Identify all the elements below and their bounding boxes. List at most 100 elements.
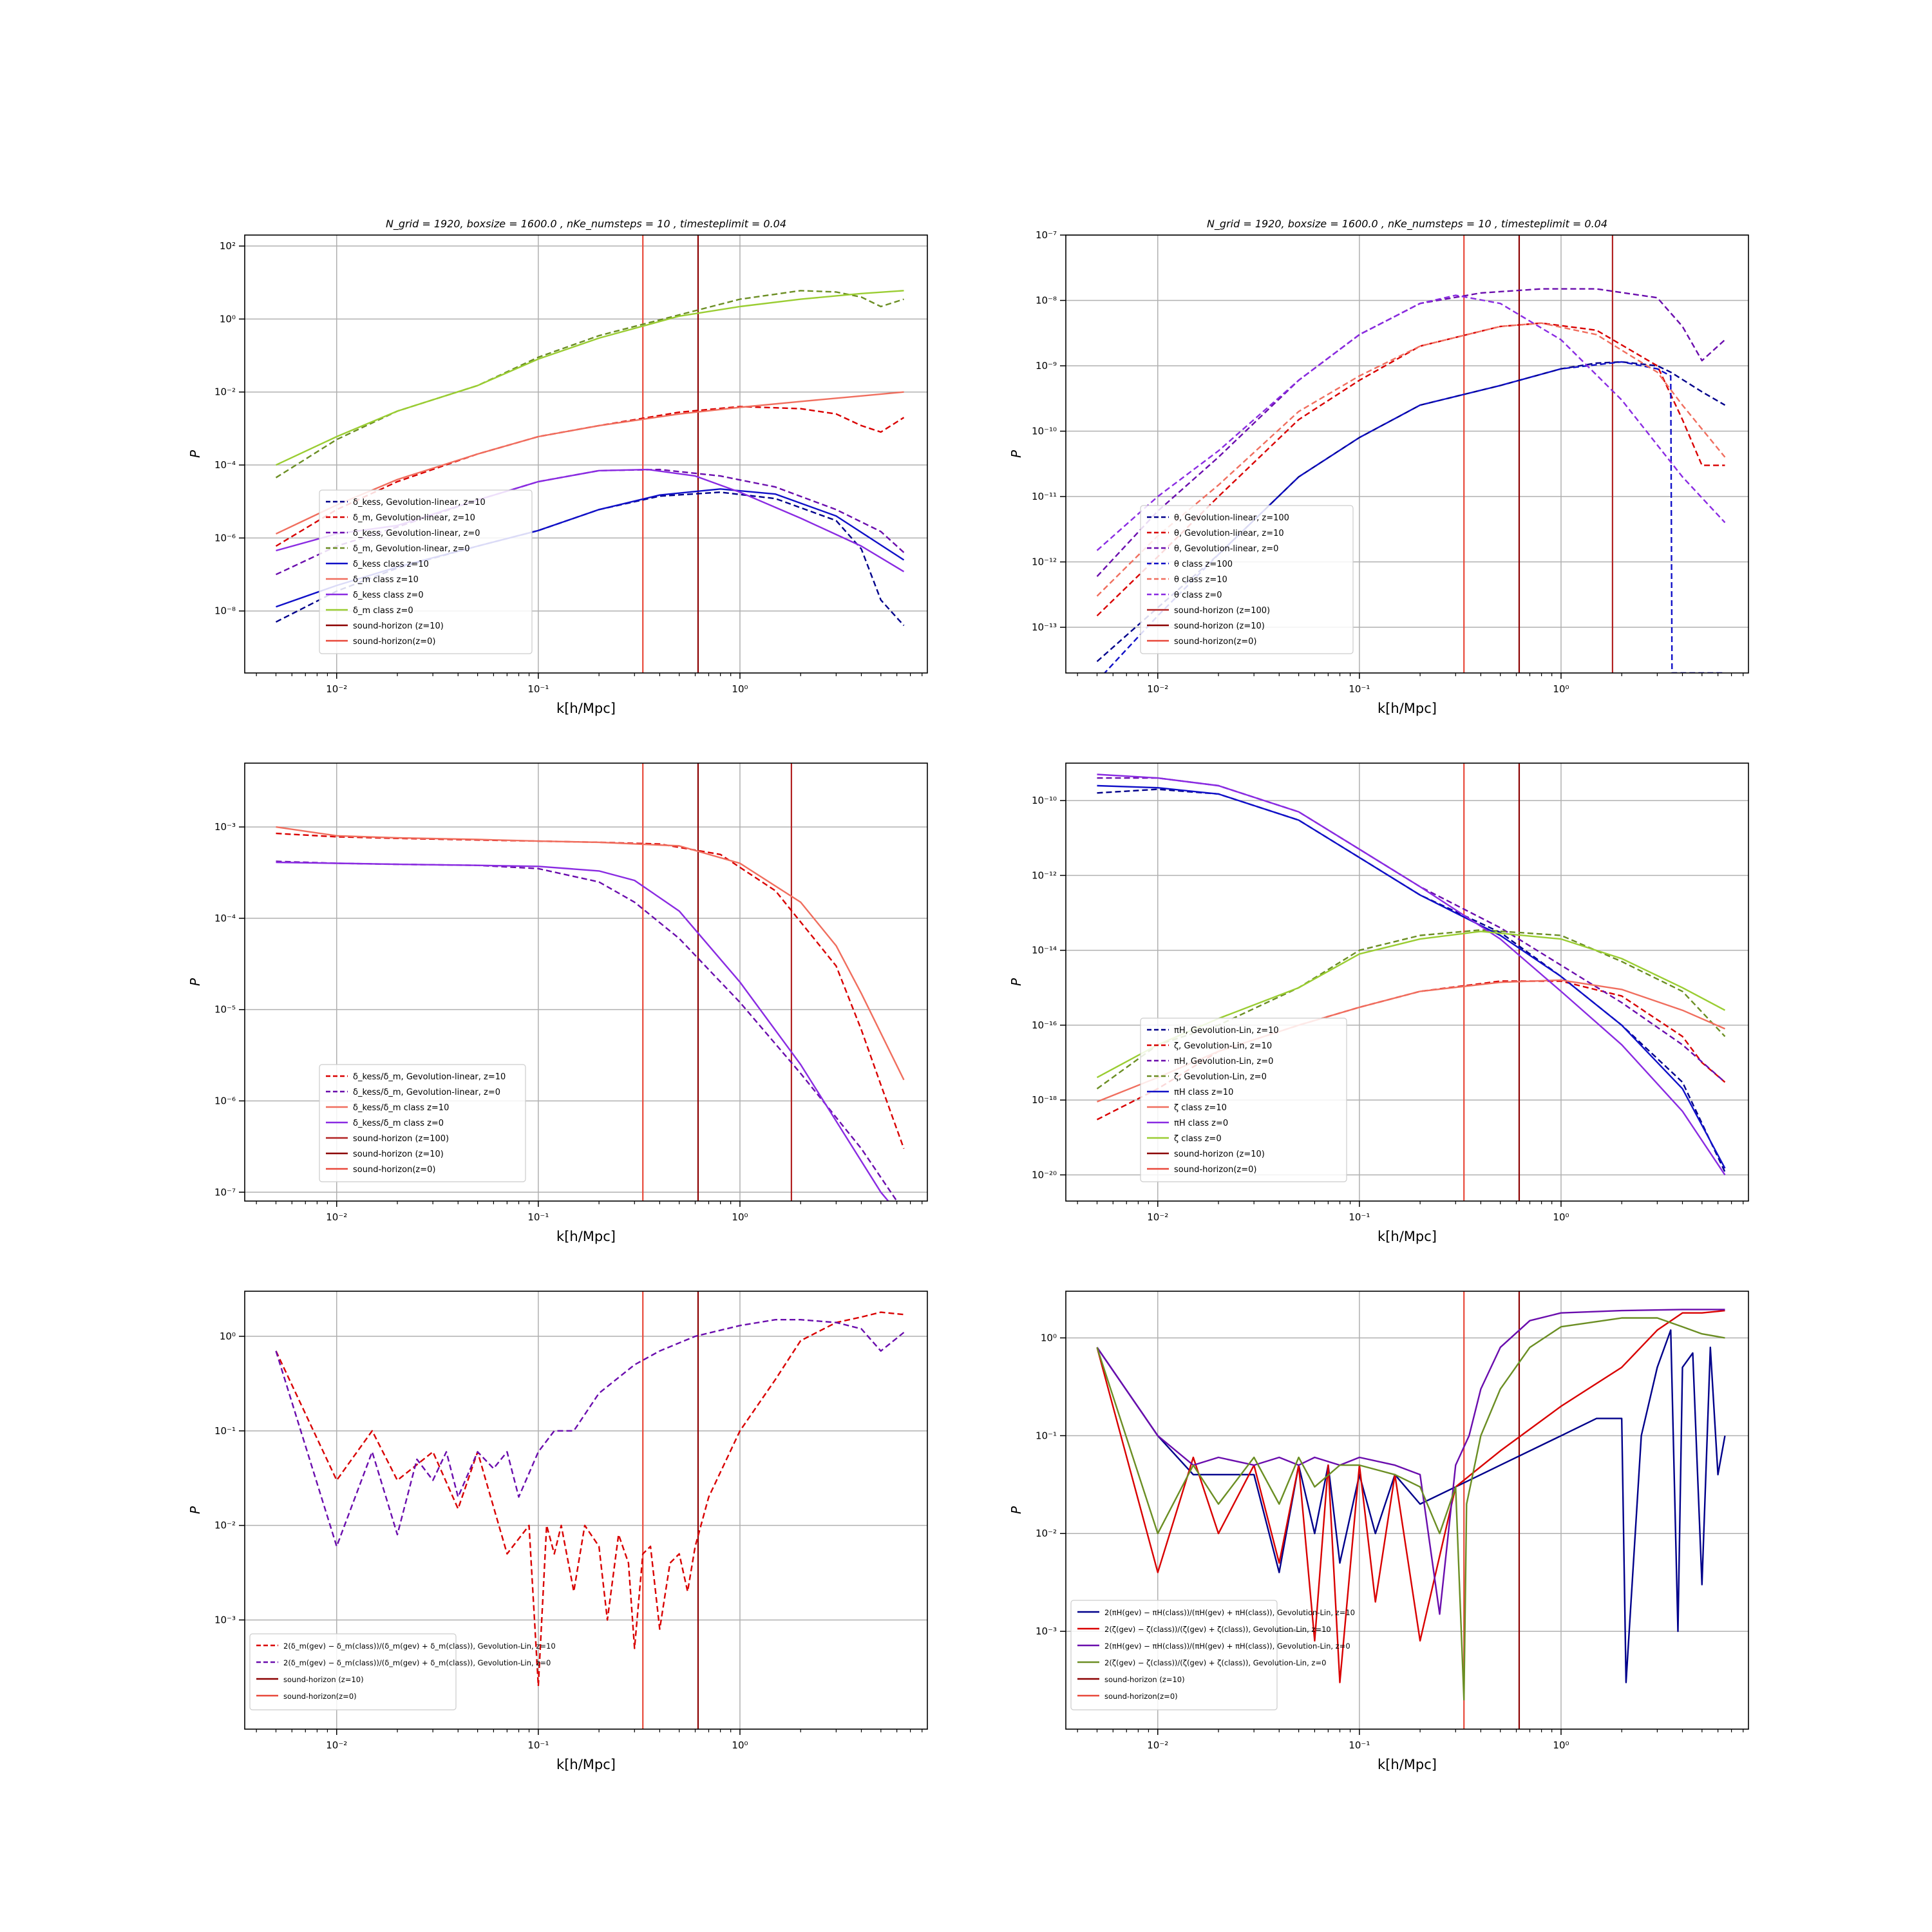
- plot-frame: [1065, 234, 1749, 674]
- series-line-5: [1097, 784, 1726, 1169]
- legend-label: sound-horizon(z=0): [283, 1692, 357, 1701]
- y-axis-label: P: [1009, 1506, 1024, 1514]
- y-tick-label: 10⁻²: [214, 386, 236, 398]
- legend-label: 2(ζ(gev) − ζ(class))/(ζ(gev) + ζ(class))…: [1104, 1625, 1331, 1634]
- legend-label: δ_m, Gevolution-linear, z=0: [353, 544, 470, 554]
- series-group: [1096, 1309, 1726, 1701]
- series-line-4: [276, 861, 889, 1201]
- series-line-8: [275, 290, 904, 466]
- plot-frame: [244, 1291, 928, 1730]
- legend-box: [249, 1633, 457, 1710]
- y-tick-label: 10⁻¹⁰: [1032, 426, 1057, 437]
- x-axis-label: k[h/Mpc]: [556, 1757, 616, 1772]
- chart-title: N_grid = 1920, boxsize = 1600.0 , nKe_nu…: [1207, 218, 1607, 231]
- y-tick-label: 10⁻¹: [1036, 1430, 1057, 1441]
- y-tick-label: 10⁻¹³: [1032, 621, 1057, 633]
- x-tick-label: 10⁰: [732, 1739, 748, 1751]
- x-tick-label: 10⁻¹: [1349, 683, 1370, 695]
- chart-panel-5: 10⁻² 10⁻¹ 10⁰ 10⁻³ 10⁻² 10⁻¹ 10⁰ k[h/Mpc] P 2(δ_m…: [187, 1291, 928, 1772]
- legend-label: δ_kess/δ_m class z=0: [353, 1119, 444, 1128]
- series-line-4: [1096, 1317, 1725, 1701]
- legend-label: δ_m class z=10: [353, 575, 419, 585]
- legend-box: [319, 1064, 526, 1182]
- y-tick-label: 10⁻⁷: [1036, 229, 1057, 241]
- x-tick-label: 10⁻²: [1147, 1739, 1168, 1751]
- x-tick-label: 10⁰: [732, 1211, 748, 1223]
- legend-label: sound-horizon (z=10): [353, 1150, 444, 1159]
- series-line-2: [1096, 1309, 1725, 1683]
- legend-label: sound-horizon(z=0): [1174, 637, 1256, 647]
- plot-frame: [1065, 762, 1749, 1202]
- legend-label: sound-horizon (z=100): [353, 1134, 449, 1144]
- y-tick-label: 10⁻¹²: [1032, 869, 1057, 881]
- chart-panel-6: 10⁻² 10⁻¹ 10⁰ 10⁻³ 10⁻² 10⁻¹ 10⁰ k[h/Mpc] P 2(πH(…: [1009, 1291, 1749, 1772]
- y-tick-label: 10⁻²: [214, 1520, 236, 1531]
- series-group: [275, 290, 905, 627]
- series-line-1: [275, 1311, 904, 1687]
- y-tick-label: 10⁻³: [214, 821, 236, 833]
- y-tick-label: 10⁻⁹: [1036, 360, 1057, 372]
- legend-label: δ_kess/δ_m, Gevolution-linear, z=0: [353, 1088, 500, 1097]
- legend: 2(πH(gev) − πH(class))/(πH(gev) + πH(cla…: [1070, 1600, 1355, 1710]
- legend-label: πH class z=10: [1174, 1088, 1233, 1097]
- y-tick-label: 10⁻⁵: [214, 1004, 236, 1016]
- series-line-1: [275, 491, 905, 627]
- legend-label: ζ, Gevolution-Lin, z=0: [1174, 1072, 1267, 1082]
- y-tick-label: 10⁻²: [1036, 1528, 1057, 1539]
- legend-label: 2(ζ(gev) − ζ(class))/(ζ(gev) + ζ(class))…: [1104, 1658, 1326, 1667]
- y-tick-label: 10⁻³: [1036, 1625, 1057, 1637]
- series-line-1: [1096, 1329, 1726, 1683]
- y-axis-label: P: [187, 450, 203, 458]
- chart-title: N_grid = 1920, boxsize = 1600.0 , nKe_nu…: [386, 218, 786, 231]
- series-line-6: [1096, 294, 1726, 551]
- series-group: [276, 826, 905, 1201]
- legend-label: sound-horizon(z=0): [1174, 1165, 1256, 1175]
- legend-label: δ_kess, Gevolution-linear, z=10: [353, 498, 486, 507]
- legend-label: sound-horizon(z=0): [353, 637, 435, 647]
- legend-label: θ class z=100: [1174, 560, 1233, 569]
- y-axis-label: P: [1009, 978, 1024, 986]
- x-tick-label: 10⁻²: [1147, 683, 1168, 695]
- x-tick-label: 10⁻²: [326, 1211, 347, 1223]
- series-line-6: [275, 391, 904, 535]
- x-tick-label: 10⁰: [1553, 1211, 1569, 1223]
- x-tick-label: 10⁻¹: [527, 683, 549, 695]
- legend-label: sound-horizon(z=0): [353, 1165, 435, 1175]
- x-axis-label: k[h/Mpc]: [556, 701, 616, 716]
- legend-label: πH class z=0: [1174, 1119, 1228, 1128]
- y-tick-label: 10⁻⁸: [214, 605, 236, 617]
- legend-label: sound-horizon (z=10): [1174, 1150, 1265, 1159]
- y-tick-label: 10⁻⁶: [214, 1095, 236, 1106]
- series-group: [275, 1311, 905, 1687]
- y-tick-label: 10⁻¹⁰: [1032, 795, 1057, 806]
- legend-label: θ class z=10: [1174, 575, 1227, 585]
- series-line-3: [1096, 288, 1726, 577]
- legend-label: θ, Gevolution-linear, z=0: [1174, 544, 1278, 554]
- legend-label: θ class z=0: [1174, 591, 1222, 600]
- legend-label: θ, Gevolution-linear, z=10: [1174, 529, 1284, 538]
- legend-label: πH, Gevolution-Lin, z=0: [1174, 1057, 1273, 1066]
- legend-label: ζ class z=0: [1174, 1134, 1222, 1144]
- legend-box: [1140, 1018, 1347, 1182]
- legend-label: sound-horizon(z=0): [1104, 1692, 1178, 1701]
- legend-label: δ_m class z=0: [353, 606, 413, 616]
- y-tick-label: 10⁻⁴: [214, 459, 236, 471]
- plot-frame: [244, 234, 928, 674]
- x-tick-label: 10⁻¹: [527, 1211, 549, 1223]
- y-tick-label: 10⁻¹⁴: [1032, 945, 1057, 956]
- series-line-2: [1096, 322, 1725, 617]
- y-tick-label: 10⁻⁸: [1036, 295, 1057, 307]
- y-axis-label: P: [1009, 450, 1024, 458]
- chart-panel-4: 10⁻² 10⁻¹ 10⁰ 10⁻²⁰ 10⁻¹⁸ 10⁻¹⁶ 10⁻¹⁴ 10⁻¹² 10⁻¹…: [1009, 762, 1749, 1244]
- legend-label: sound-horizon (z=100): [1174, 606, 1270, 616]
- x-axis-label: k[h/Mpc]: [1378, 1757, 1437, 1772]
- y-tick-label: 10⁻¹²: [1032, 556, 1057, 568]
- legend-label: 2(δ_m(gev) − δ_m(class))/(δ_m(gev) + δ_m…: [283, 1642, 556, 1651]
- y-tick-label: 10⁻³: [214, 1614, 236, 1625]
- series-line-3: [276, 826, 905, 1081]
- y-tick-label: 10⁻⁶: [214, 532, 236, 544]
- legend-label: sound-horizon (z=10): [353, 621, 444, 631]
- legend-label: ζ class z=10: [1174, 1103, 1227, 1113]
- legend-label: δ_kess class z=10: [353, 560, 429, 569]
